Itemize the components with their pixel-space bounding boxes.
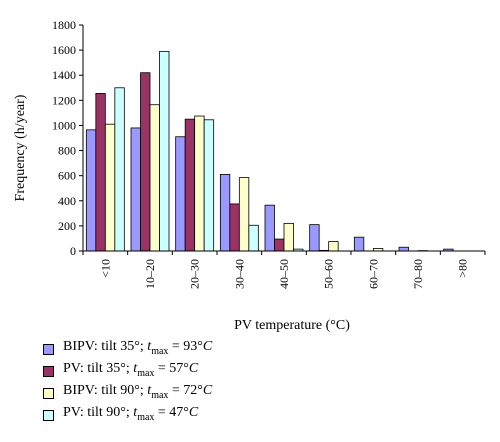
bar — [283, 222, 294, 252]
x-tick-label: 70–80 — [411, 259, 425, 289]
x-tick-label: >80 — [456, 259, 470, 278]
y-axis-title: Frequency (h/year) — [13, 94, 28, 201]
y-tick-label: 1200 — [52, 93, 76, 107]
bar — [229, 203, 240, 252]
legend: BIPV: tilt 35°; tmax = 93°C PV: tilt 35°;… — [43, 338, 212, 426]
bar — [184, 118, 196, 252]
bar — [104, 123, 116, 252]
x-axis-ticks: <10 10–20 20–30 30–40 40–50 50–60 60–70 70–80 >8… — [82, 251, 486, 289]
legend-swatch — [43, 409, 54, 421]
y-tick-label: 1600 — [52, 43, 76, 57]
bar — [398, 246, 409, 252]
legend-swatch — [43, 343, 54, 355]
legend-label: PV: tilt 35°; tmax = 57°C — [63, 360, 199, 379]
x-tick-label: 60–70 — [366, 259, 380, 289]
y-axis-ticks: 0 200 400 600 800 1000 1200 1400 1600 1800 — [52, 18, 83, 258]
bar — [309, 224, 320, 252]
bar — [140, 72, 151, 252]
y-tick-label: 400 — [58, 194, 76, 208]
axes — [82, 25, 485, 252]
bar — [85, 129, 97, 252]
bar — [353, 236, 365, 252]
legend-swatch — [43, 387, 54, 399]
legend-label: BIPV: tilt 35°; tmax = 93°C — [63, 338, 213, 357]
x-tick-label: <10 — [98, 259, 112, 278]
y-tick-label: 600 — [58, 169, 76, 183]
legend-item: BIPV: tilt 35°; tmax = 93°C — [43, 338, 212, 360]
x-axis-title: PV temperature (°C) — [234, 318, 350, 333]
x-tick-label: 40–50 — [277, 259, 291, 289]
x-tick-label: 50–60 — [322, 259, 336, 289]
y-tick-label: 1400 — [52, 68, 76, 82]
x-tick-label: 30–40 — [232, 259, 246, 289]
y-tick-label: 200 — [58, 219, 76, 233]
bar — [114, 87, 125, 252]
y-tick-label: 1000 — [52, 118, 76, 132]
bar — [238, 177, 250, 252]
legend-label: BIPV: tilt 90°; tmax = 72°C — [63, 382, 213, 401]
bar — [274, 238, 285, 252]
bar — [95, 93, 106, 252]
bar — [203, 119, 215, 252]
y-tick-label: 1800 — [52, 18, 76, 32]
x-tick-label: 10–20 — [143, 259, 157, 289]
bar — [130, 127, 141, 252]
bar — [328, 241, 339, 252]
y-tick-label: 0 — [70, 244, 76, 258]
legend-swatch — [43, 365, 54, 377]
legend-item: BIPV: tilt 90°; tmax = 72°C — [43, 382, 212, 404]
bar — [219, 174, 231, 252]
bar — [175, 136, 186, 252]
y-tick-label: 800 — [58, 144, 76, 158]
bar — [248, 224, 259, 252]
bar — [194, 115, 205, 252]
bar — [159, 50, 170, 252]
legend-label: PV: tilt 90°; tmax = 47°C — [63, 404, 199, 423]
x-tick-label: 20–30 — [188, 259, 202, 289]
legend-item: PV: tilt 90°; tmax = 47°C — [43, 404, 212, 426]
bars — [85, 50, 454, 252]
bar — [264, 204, 275, 252]
legend-item: PV: tilt 35°; tmax = 57°C — [43, 360, 212, 382]
bar — [149, 104, 160, 252]
